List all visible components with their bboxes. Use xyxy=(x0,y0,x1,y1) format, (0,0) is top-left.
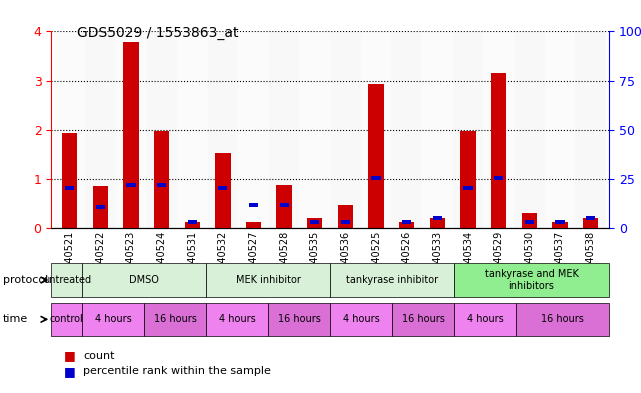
Text: untreated: untreated xyxy=(43,275,91,285)
Text: 16 hours: 16 hours xyxy=(278,314,320,324)
Text: ■: ■ xyxy=(64,349,76,362)
Bar xyxy=(453,31,483,228)
Bar xyxy=(154,130,169,228)
Bar xyxy=(494,176,503,180)
Bar xyxy=(215,153,231,228)
Bar xyxy=(369,84,384,228)
Bar xyxy=(330,31,361,228)
Bar xyxy=(208,31,238,228)
Bar xyxy=(372,176,381,180)
Bar xyxy=(553,222,567,228)
Bar xyxy=(310,220,319,224)
Bar xyxy=(307,218,322,228)
Bar xyxy=(463,185,472,189)
Bar xyxy=(115,31,146,228)
Bar xyxy=(399,222,414,228)
Bar xyxy=(219,185,228,189)
Bar xyxy=(583,218,598,228)
Text: 4 hours: 4 hours xyxy=(343,314,379,324)
Bar xyxy=(555,220,565,224)
Text: percentile rank within the sample: percentile rank within the sample xyxy=(83,366,271,376)
Bar xyxy=(185,222,200,228)
Text: MEK inhibitor: MEK inhibitor xyxy=(236,275,301,285)
Text: 4 hours: 4 hours xyxy=(95,314,131,324)
Bar xyxy=(429,218,445,228)
Bar xyxy=(65,185,74,189)
Bar xyxy=(269,31,299,228)
Bar xyxy=(85,31,115,228)
Text: 16 hours: 16 hours xyxy=(402,314,444,324)
Text: 4 hours: 4 hours xyxy=(467,314,503,324)
Bar xyxy=(126,183,135,187)
Bar xyxy=(433,216,442,220)
Bar xyxy=(157,183,166,187)
Bar xyxy=(177,31,208,228)
Bar xyxy=(249,204,258,208)
Bar xyxy=(238,31,269,228)
Text: count: count xyxy=(83,351,115,361)
Bar xyxy=(123,42,138,228)
Bar xyxy=(96,205,105,209)
Text: time: time xyxy=(3,314,28,324)
Bar xyxy=(460,130,476,228)
Bar xyxy=(392,31,422,228)
Text: tankyrase inhibitor: tankyrase inhibitor xyxy=(346,275,438,285)
Text: 4 hours: 4 hours xyxy=(219,314,256,324)
Bar xyxy=(54,31,85,228)
Text: protocol: protocol xyxy=(3,275,49,285)
Text: tankyrase and MEK
inhibitors: tankyrase and MEK inhibitors xyxy=(485,269,578,291)
Bar xyxy=(545,31,575,228)
Bar xyxy=(246,222,261,228)
Bar xyxy=(525,220,534,224)
Text: 16 hours: 16 hours xyxy=(541,314,584,324)
Text: ■: ■ xyxy=(64,365,76,378)
Bar xyxy=(93,186,108,228)
Bar xyxy=(586,216,595,220)
Bar xyxy=(146,31,177,228)
Bar xyxy=(402,220,412,224)
Bar xyxy=(341,220,350,224)
Bar xyxy=(422,31,453,228)
Bar xyxy=(522,213,537,228)
Bar xyxy=(338,205,353,228)
Bar xyxy=(361,31,392,228)
Text: 16 hours: 16 hours xyxy=(154,314,197,324)
Text: DMSO: DMSO xyxy=(129,275,159,285)
Text: control: control xyxy=(50,314,83,324)
Bar xyxy=(276,185,292,228)
Bar xyxy=(514,31,545,228)
Bar xyxy=(188,220,197,224)
Bar xyxy=(483,31,514,228)
Bar xyxy=(299,31,330,228)
Bar xyxy=(279,204,288,208)
Text: GDS5029 / 1553863_at: GDS5029 / 1553863_at xyxy=(77,26,238,40)
Bar xyxy=(491,73,506,228)
Bar xyxy=(62,133,78,228)
Bar xyxy=(575,31,606,228)
